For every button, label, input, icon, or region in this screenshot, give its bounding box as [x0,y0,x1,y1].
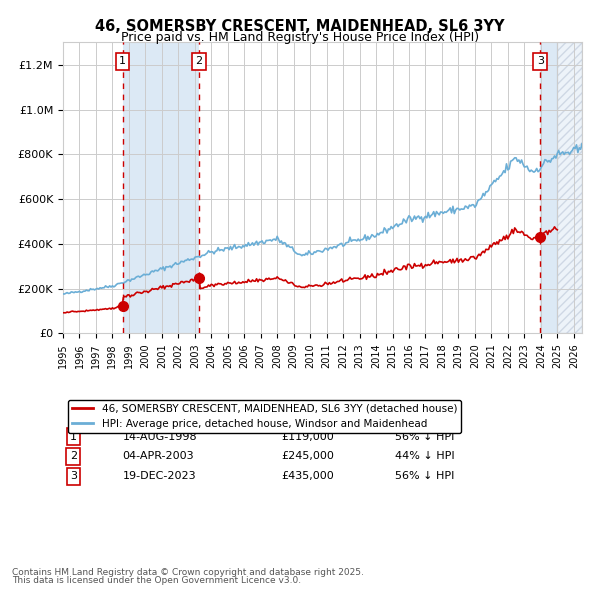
Text: 46, SOMERSBY CRESCENT, MAIDENHEAD, SL6 3YY: 46, SOMERSBY CRESCENT, MAIDENHEAD, SL6 3… [95,19,505,34]
Text: 44% ↓ HPI: 44% ↓ HPI [395,451,455,461]
Text: 2: 2 [70,451,77,461]
Text: 56% ↓ HPI: 56% ↓ HPI [395,471,455,481]
Bar [557,42,582,333]
Text: Price paid vs. HM Land Registry's House Price Index (HPI): Price paid vs. HM Land Registry's House … [121,31,479,44]
Text: This data is licensed under the Open Government Licence v3.0.: This data is licensed under the Open Gov… [12,576,301,585]
Bar [122,42,199,333]
Text: 56% ↓ HPI: 56% ↓ HPI [395,432,455,441]
Text: £435,000: £435,000 [281,471,334,481]
Text: 3: 3 [70,471,77,481]
Text: 2: 2 [196,57,203,67]
Text: £245,000: £245,000 [281,451,334,461]
Text: 1: 1 [119,57,126,67]
Text: 3: 3 [536,57,544,67]
Text: 04-APR-2003: 04-APR-2003 [122,451,194,461]
Text: 14-AUG-1998: 14-AUG-1998 [122,432,197,441]
Text: 19-DEC-2023: 19-DEC-2023 [122,471,196,481]
Text: £119,000: £119,000 [281,432,334,441]
Text: 1: 1 [70,432,77,441]
Text: Contains HM Land Registry data © Crown copyright and database right 2025.: Contains HM Land Registry data © Crown c… [12,568,364,577]
Bar [540,42,557,333]
Legend: 46, SOMERSBY CRESCENT, MAIDENHEAD, SL6 3YY (detached house), HPI: Average price,: 46, SOMERSBY CRESCENT, MAIDENHEAD, SL6 3… [68,399,461,433]
